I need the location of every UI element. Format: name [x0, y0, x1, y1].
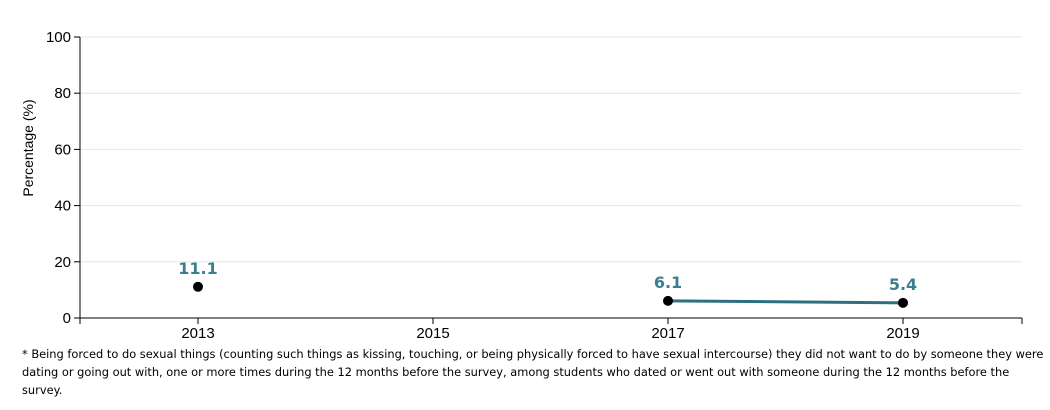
- trend-chart: 0 20 40 60 80 100 2013 2015 2017 2019 Percentage…: [20, 29, 1023, 340]
- y-tick-label: 100: [46, 29, 71, 46]
- data-label: 6.1: [654, 273, 682, 292]
- x-tick-label: 2019: [886, 325, 919, 340]
- y-tick-label: 80: [54, 85, 71, 102]
- footnote: * Being forced to do sexual things (coun…: [22, 347, 1044, 397]
- gridlines: [80, 36, 1022, 263]
- y-tick-label: 60: [54, 141, 71, 158]
- x-tick-label: 2017: [651, 325, 684, 340]
- x-tick-label: 2013: [181, 325, 214, 340]
- y-tick-label: 20: [54, 254, 71, 271]
- data-labels-group: 11.1 6.1 5.4: [178, 259, 917, 294]
- series-group: [193, 281, 908, 308]
- y-tick-label: 40: [54, 198, 71, 215]
- data-label: 11.1: [178, 259, 217, 278]
- y-axis-title: Percentage (%): [20, 99, 36, 196]
- data-point: [898, 297, 908, 308]
- data-label: 5.4: [889, 275, 917, 294]
- y-tick-label: 0: [63, 310, 71, 327]
- x-tick-label: 2015: [416, 325, 449, 340]
- x-axis: 2013 2015 2017 2019: [79, 317, 1023, 340]
- series-line-segment: [666, 299, 905, 305]
- data-point: [663, 295, 673, 306]
- data-point: [193, 281, 203, 292]
- y-axis: 0 20 40 60 80 100: [46, 29, 81, 327]
